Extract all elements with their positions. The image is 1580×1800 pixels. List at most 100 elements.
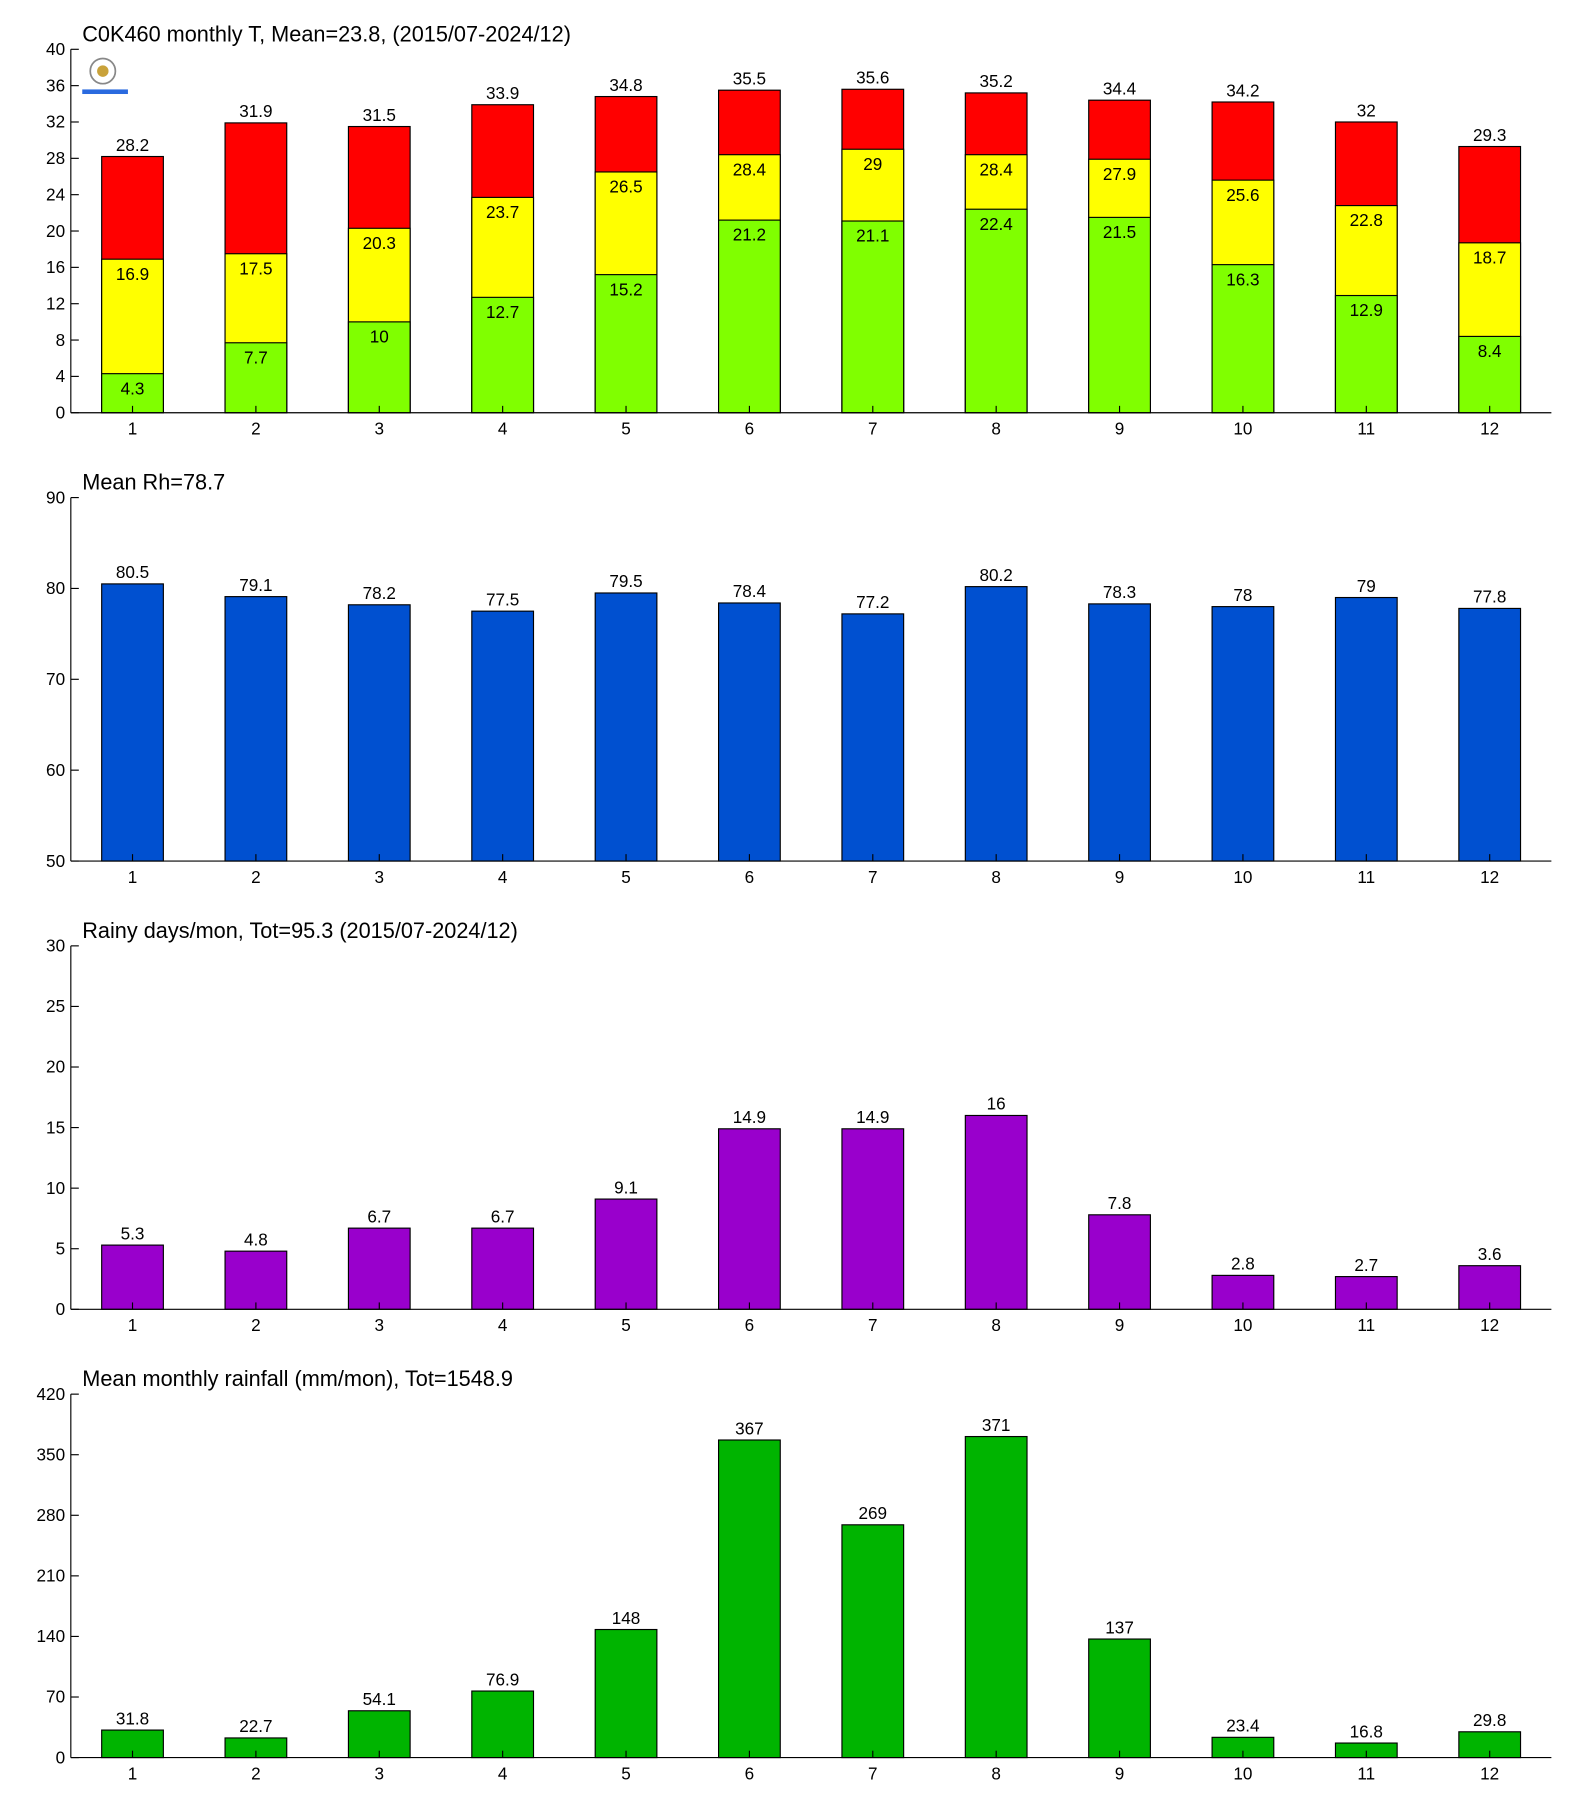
x-tick-label: 4 bbox=[498, 418, 508, 438]
x-tick-label: 6 bbox=[745, 418, 755, 438]
value-label: 367 bbox=[735, 1418, 764, 1438]
value-label: 33.9 bbox=[486, 83, 519, 103]
y-tick-label: 0 bbox=[56, 402, 66, 422]
value-label: 137 bbox=[1105, 1617, 1134, 1637]
y-tick-label: 50 bbox=[46, 851, 65, 871]
bar bbox=[471, 1227, 535, 1310]
value-label: 29.3 bbox=[1473, 125, 1506, 145]
chart-title: Rainy days/mon, Tot=95.3 (2015/07-2024/1… bbox=[82, 918, 518, 943]
value-label: 29 bbox=[863, 154, 882, 174]
value-label: 79.5 bbox=[609, 571, 642, 591]
value-label: 14.9 bbox=[856, 1107, 889, 1127]
y-tick-label: 12 bbox=[46, 293, 65, 313]
bar bbox=[717, 1128, 781, 1310]
value-label: 35.5 bbox=[733, 68, 766, 88]
x-tick-label: 1 bbox=[128, 867, 138, 887]
bar bbox=[964, 208, 1028, 414]
y-tick-label: 16 bbox=[46, 257, 65, 277]
value-label: 4.3 bbox=[121, 378, 145, 398]
x-tick-label: 2 bbox=[251, 1763, 261, 1783]
value-label: 10 bbox=[370, 326, 389, 346]
y-tick-label: 210 bbox=[37, 1566, 66, 1586]
x-tick-label: 5 bbox=[621, 418, 631, 438]
x-tick-label: 12 bbox=[1480, 867, 1499, 887]
bar bbox=[1211, 264, 1275, 414]
value-label: 34.2 bbox=[1226, 80, 1259, 100]
value-label: 2.8 bbox=[1231, 1254, 1255, 1274]
value-label: 25.6 bbox=[1226, 185, 1259, 205]
value-label: 78.2 bbox=[363, 583, 396, 603]
value-label: 16.3 bbox=[1226, 269, 1259, 289]
x-tick-label: 12 bbox=[1480, 1315, 1499, 1335]
value-label: 16.8 bbox=[1350, 1721, 1383, 1741]
value-label: 77.2 bbox=[856, 592, 889, 612]
value-label: 7.7 bbox=[244, 347, 268, 367]
bar bbox=[1458, 607, 1522, 862]
chart-title: Mean monthly rainfall (mm/mon), Tot=1548… bbox=[82, 1366, 513, 1391]
x-tick-label: 9 bbox=[1115, 867, 1125, 887]
y-tick-label: 15 bbox=[46, 1117, 65, 1137]
y-tick-label: 20 bbox=[46, 1057, 65, 1077]
x-tick-label: 7 bbox=[868, 1763, 878, 1783]
x-tick-label: 6 bbox=[745, 1763, 755, 1783]
x-tick-label: 8 bbox=[991, 418, 1001, 438]
value-label: 54.1 bbox=[363, 1689, 396, 1709]
value-label: 21.2 bbox=[733, 225, 766, 245]
chart-title: C0K460 monthly T, Mean=23.8, (2015/07-20… bbox=[82, 21, 571, 46]
value-label: 8.4 bbox=[1478, 341, 1502, 361]
y-tick-label: 4 bbox=[56, 366, 66, 386]
bar bbox=[1211, 606, 1275, 862]
value-label: 22.7 bbox=[239, 1716, 272, 1736]
x-tick-label: 9 bbox=[1115, 1763, 1125, 1783]
bar bbox=[101, 583, 164, 862]
x-tick-label: 2 bbox=[251, 1315, 261, 1335]
bar bbox=[471, 610, 535, 862]
value-label: 12.7 bbox=[486, 302, 519, 322]
bar bbox=[964, 1114, 1028, 1310]
x-tick-label: 10 bbox=[1233, 867, 1252, 887]
value-label: 34.8 bbox=[609, 75, 642, 95]
value-label: 80.2 bbox=[979, 565, 1012, 585]
bar bbox=[841, 1524, 905, 1759]
bar bbox=[1088, 603, 1151, 862]
x-tick-label: 11 bbox=[1357, 1315, 1375, 1335]
x-tick-label: 7 bbox=[868, 1315, 878, 1335]
value-label: 78.4 bbox=[733, 581, 767, 601]
value-label: 78.3 bbox=[1103, 582, 1136, 602]
y-tick-label: 25 bbox=[46, 996, 65, 1016]
bar bbox=[594, 1198, 658, 1310]
value-label: 6.7 bbox=[367, 1206, 391, 1226]
bar bbox=[594, 1628, 658, 1759]
value-label: 35.2 bbox=[979, 71, 1012, 91]
value-label: 79 bbox=[1357, 576, 1376, 596]
bar bbox=[1334, 294, 1398, 414]
value-label: 371 bbox=[982, 1415, 1011, 1435]
x-tick-label: 10 bbox=[1233, 1763, 1252, 1783]
x-tick-label: 2 bbox=[251, 418, 261, 438]
x-tick-label: 1 bbox=[128, 1315, 138, 1335]
bar bbox=[347, 604, 411, 862]
y-tick-label: 80 bbox=[46, 578, 65, 598]
value-label: 5.3 bbox=[121, 1223, 145, 1243]
value-label: 18.7 bbox=[1473, 247, 1506, 267]
bar bbox=[471, 296, 535, 414]
bar bbox=[224, 1250, 288, 1310]
value-label: 28.4 bbox=[733, 159, 767, 179]
value-label: 148 bbox=[612, 1608, 641, 1628]
bar bbox=[841, 220, 905, 414]
x-tick-label: 3 bbox=[375, 1315, 385, 1335]
value-label: 21.1 bbox=[856, 226, 889, 246]
x-tick-label: 3 bbox=[375, 1763, 385, 1783]
value-label: 28.2 bbox=[116, 135, 149, 155]
value-label: 3.6 bbox=[1478, 1244, 1502, 1264]
y-tick-label: 0 bbox=[56, 1747, 66, 1767]
y-tick-label: 0 bbox=[56, 1299, 66, 1319]
value-label: 14.9 bbox=[733, 1107, 766, 1127]
value-label: 34.4 bbox=[1103, 78, 1137, 98]
x-tick-label: 8 bbox=[991, 1315, 1001, 1335]
x-tick-label: 4 bbox=[498, 1315, 508, 1335]
bar bbox=[1088, 1638, 1151, 1759]
x-tick-label: 8 bbox=[991, 867, 1001, 887]
x-tick-label: 1 bbox=[128, 418, 138, 438]
x-tick-label: 7 bbox=[868, 867, 878, 887]
